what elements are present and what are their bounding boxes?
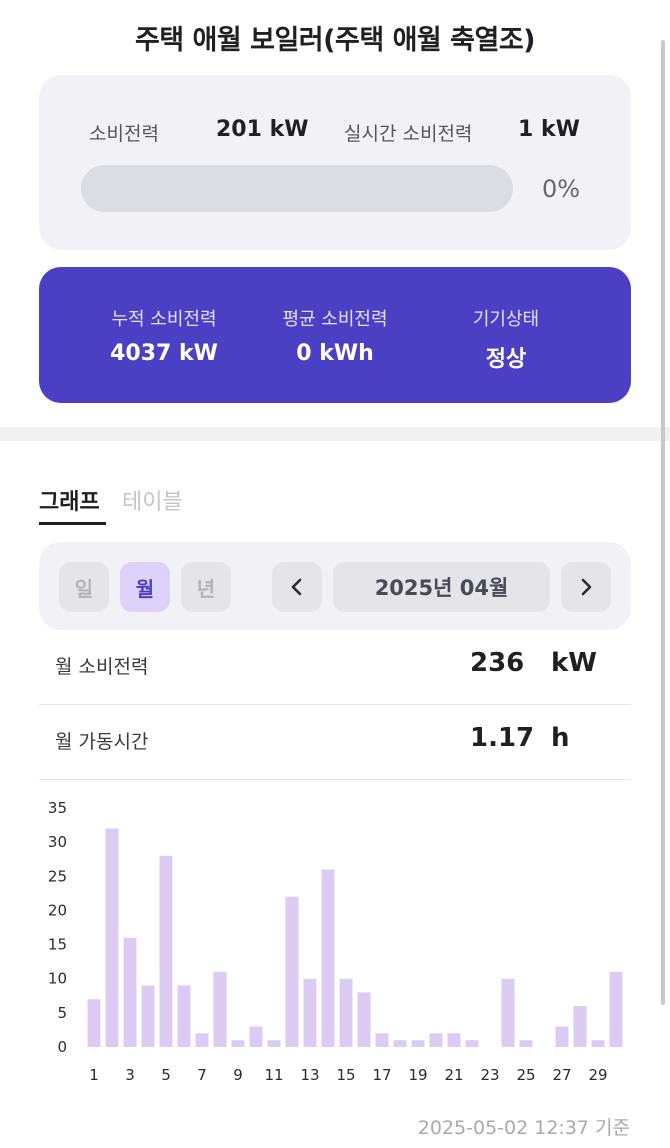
x-tick-label: 27 [552, 1066, 571, 1084]
y-tick-label: 15 [48, 936, 67, 954]
chart-bar [591, 1040, 605, 1047]
stats-card: 누적 소비전력 4037 kW 평균 소비전력 0 kWh 기기상태 정상 [39, 267, 631, 403]
y-tick-label: 35 [48, 799, 67, 817]
scrollbar[interactable] [661, 40, 665, 1005]
monthly-consumption-value: 236 [470, 648, 525, 678]
chart-bar [357, 992, 371, 1047]
cumulative-stat: 누적 소비전력 4037 kW [69, 305, 259, 366]
chart-bar [141, 985, 155, 1047]
chart-bar [159, 855, 173, 1047]
x-tick-label: 17 [372, 1066, 391, 1084]
chart-bar [411, 1040, 425, 1047]
y-tick-label: 25 [48, 867, 67, 885]
status-label: 기기상태 [472, 309, 540, 330]
chevron-left-icon [291, 578, 302, 596]
monthly-consumption-row: 월 소비전력 236 kW [39, 630, 631, 705]
average-label: 평균 소비전력 [282, 309, 388, 330]
chart-bar [393, 1040, 407, 1047]
chart-bar [177, 985, 191, 1047]
period-year-button[interactable]: 년 [181, 562, 231, 612]
consumption-progress-bar [81, 165, 513, 212]
y-tick-label: 20 [48, 901, 67, 919]
realtime-value: 1 kW [518, 117, 580, 142]
y-tick-label: 5 [57, 1004, 67, 1022]
chart-bar [339, 978, 353, 1047]
chart-bar [447, 1033, 461, 1047]
usage-card: 소비전력 201 kW 실시간 소비전력 1 kW 0% [39, 75, 631, 250]
average-value: 0 kWh [296, 341, 374, 366]
x-tick-label: 5 [161, 1066, 171, 1084]
period-selector: 일 월 년 2025년 04월 [39, 542, 631, 630]
y-tick-label: 10 [48, 970, 67, 988]
x-tick-label: 19 [408, 1066, 427, 1084]
chart-bar [231, 1040, 245, 1047]
x-tick-label: 29 [588, 1066, 607, 1084]
x-tick-label: 25 [516, 1066, 535, 1084]
tab-graph-underline [39, 522, 106, 525]
monthly-runtime-label: 월 가동시간 [55, 731, 149, 753]
x-tick-label: 13 [300, 1066, 319, 1084]
period-month-button[interactable]: 월 [120, 562, 170, 612]
monthly-runtime-unit: h [551, 723, 570, 753]
consumption-value: 201 kW [216, 117, 309, 142]
page-title: 주택 애월 보일러(주택 애월 축열조) [134, 25, 536, 56]
prev-month-button[interactable] [272, 562, 322, 612]
period-day-button[interactable]: 일 [59, 562, 109, 612]
chart-bar [195, 1033, 209, 1047]
status-value: 정상 [485, 347, 527, 372]
realtime-label: 실시간 소비전력 [344, 123, 473, 145]
tab-table[interactable]: 테이블 [122, 490, 183, 515]
cumulative-label: 누적 소비전력 [111, 309, 217, 330]
cumulative-value: 4037 kW [110, 341, 218, 366]
chart-bar [501, 978, 515, 1047]
chart-bar [267, 1040, 281, 1047]
chart-bar [213, 971, 227, 1047]
consumption-label: 소비전력 [89, 123, 159, 145]
next-month-button[interactable] [561, 562, 611, 612]
x-tick-label: 9 [233, 1066, 243, 1084]
chart-bar [123, 937, 137, 1047]
chart-bar [609, 971, 623, 1047]
chart-bar [249, 1026, 263, 1047]
tab-graph[interactable]: 그래프 [39, 490, 100, 515]
section-divider [0, 427, 670, 441]
x-tick-label: 21 [444, 1066, 463, 1084]
monthly-consumption-unit: kW [551, 648, 597, 678]
timestamp-footnote: 2025-05-02 12:37 기준 [417, 1117, 630, 1139]
chart-bar [105, 828, 119, 1047]
monthly-consumption-label: 월 소비전력 [55, 656, 149, 678]
x-tick-label: 1 [89, 1066, 99, 1084]
x-tick-label: 11 [264, 1066, 283, 1084]
x-tick-label: 3 [125, 1066, 135, 1084]
y-tick-label: 30 [48, 833, 67, 851]
y-tick-label: 0 [57, 1038, 67, 1056]
x-tick-label: 23 [480, 1066, 499, 1084]
chart-bar [375, 1033, 389, 1047]
monthly-runtime-row: 월 가동시간 1.17 h [39, 705, 631, 780]
current-period-label[interactable]: 2025년 04월 [333, 562, 550, 612]
chart-bar [519, 1040, 533, 1047]
progress-percent: 0% [542, 175, 581, 203]
x-tick-label: 15 [336, 1066, 355, 1084]
average-stat: 평균 소비전력 0 kWh [240, 305, 430, 366]
monthly-runtime-value: 1.17 [470, 723, 535, 753]
chart-bar [429, 1033, 443, 1047]
chart-bar [285, 896, 299, 1047]
chart-bar [87, 999, 101, 1047]
chevron-right-icon [581, 578, 592, 596]
chart-bar [573, 1006, 587, 1047]
status-stat: 기기상태 정상 [411, 305, 601, 373]
chart-bar [465, 1040, 479, 1047]
chart-bar [321, 869, 335, 1047]
x-tick-label: 7 [197, 1066, 207, 1084]
chart-bar [555, 1026, 569, 1047]
chart-bar [303, 978, 317, 1047]
